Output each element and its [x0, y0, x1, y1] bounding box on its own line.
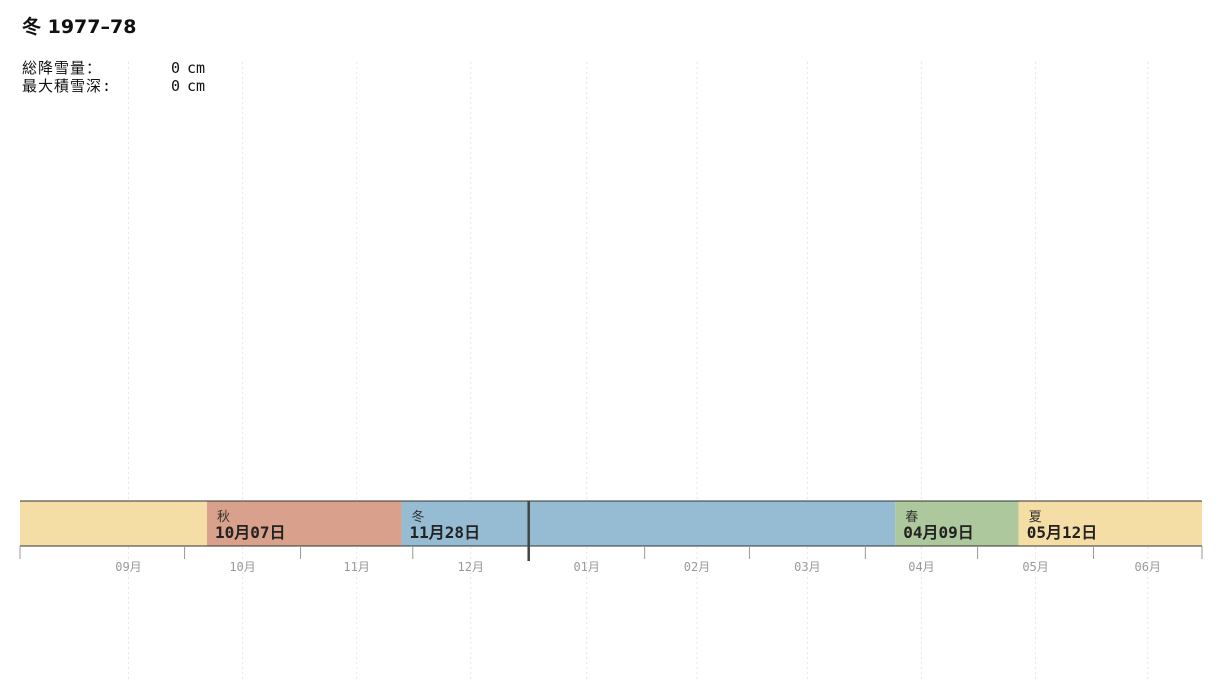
month-label: 02月 [684, 560, 710, 574]
month-label: 03月 [794, 560, 820, 574]
season-name: 夏 [1029, 510, 1042, 525]
month-label: 09月 [115, 560, 141, 574]
season-band [207, 501, 402, 546]
season-name: 秋 [217, 510, 230, 525]
season-band [20, 501, 208, 546]
total-snowfall-value: 0 [170, 59, 180, 77]
season-start-date: 05月12日 [1027, 523, 1098, 542]
chart-title: 冬 1977–78 [22, 16, 137, 38]
month-label: 12月 [458, 560, 484, 574]
season-name: 春 [905, 510, 918, 525]
season-start-date: 11月28日 [410, 523, 481, 542]
total-snowfall-stat: 総降雪量： 0 cm [22, 59, 205, 77]
season-name: 冬 [412, 509, 425, 525]
max-snow-depth-unit: cm [187, 77, 206, 95]
month-label: 04月 [908, 560, 934, 574]
season-band [401, 501, 896, 546]
total-snowfall-unit: cm [187, 59, 206, 77]
season-band [895, 501, 1019, 546]
month-label: 06月 [1135, 560, 1161, 574]
month-label: 11月 [343, 560, 369, 574]
max-snow-depth-label: 最大積雪深: [22, 77, 113, 95]
max-snow-depth-value: 0 [170, 77, 180, 95]
season-start-date: 10月07日 [215, 523, 286, 542]
month-gridlines [127, 62, 1149, 680]
month-axis: 09月 10月 11月 12月 01月 02月 03月 04月 05月 06月 [19, 500, 1203, 574]
month-label: 10月 [229, 560, 255, 574]
season-start-date: 04月09日 [903, 523, 974, 542]
max-snow-depth-stat: 最大積雪深: 0 cm [22, 77, 205, 95]
season-band [1018, 501, 1202, 546]
month-label: 01月 [573, 560, 599, 574]
month-label: 05月 [1022, 560, 1048, 574]
total-snowfall-label: 総降雪量： [22, 59, 103, 77]
